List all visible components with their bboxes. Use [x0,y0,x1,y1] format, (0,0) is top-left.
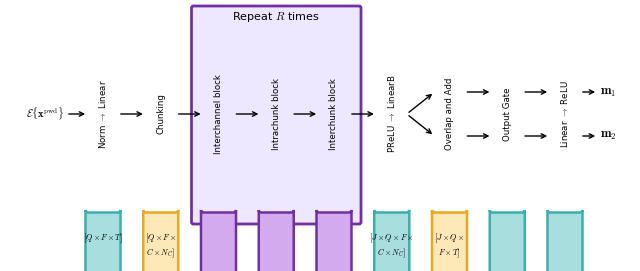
Text: Interchannel block: Interchannel block [214,74,223,154]
FancyBboxPatch shape [143,210,179,271]
FancyBboxPatch shape [191,6,361,224]
Text: $[J \times Q \times$
$F \times T]$: $[J \times Q \times$ $F \times T]$ [434,232,465,260]
FancyBboxPatch shape [317,210,351,271]
Text: Norm $\to$ Linear: Norm $\to$ Linear [97,79,109,149]
FancyBboxPatch shape [374,210,409,271]
Text: Linear $\to$ ReLU: Linear $\to$ ReLU [559,80,570,148]
Text: $[Q \times F \times T]$: $[Q \times F \times T]$ [83,232,123,245]
Text: $\mathcal{E}\{\mathbf{x}^{\mathrm{pwd}}\}$: $\mathcal{E}\{\mathbf{x}^{\mathrm{pwd}}\… [26,106,64,122]
Text: $\mathbf{m}_1$: $\mathbf{m}_1$ [600,85,616,98]
FancyBboxPatch shape [259,210,294,271]
FancyBboxPatch shape [432,210,467,271]
Text: $\mathbf{m}_2$: $\mathbf{m}_2$ [600,130,617,143]
Text: Overlap and Add: Overlap and Add [445,78,454,150]
Text: Chunking: Chunking [156,93,165,134]
Text: Interchunk block: Interchunk block [330,78,339,150]
Text: $[Q \times F \times$
$C \times N_C]$: $[Q \times F \times$ $C \times N_C]$ [145,232,177,260]
Text: Output Gate: Output Gate [503,87,512,141]
Text: Intrachunk block: Intrachunk block [272,78,281,150]
Text: Repeat $R$ times: Repeat $R$ times [232,10,320,24]
FancyBboxPatch shape [86,210,120,271]
FancyBboxPatch shape [201,210,236,271]
FancyBboxPatch shape [490,210,525,271]
Text: PReLU $\to$ LinearB: PReLU $\to$ LinearB [387,75,397,153]
Text: $[J \times Q \times F \times$
$C \times N_C]$: $[J \times Q \times F \times$ $C \times … [369,232,414,260]
FancyBboxPatch shape [547,210,582,271]
